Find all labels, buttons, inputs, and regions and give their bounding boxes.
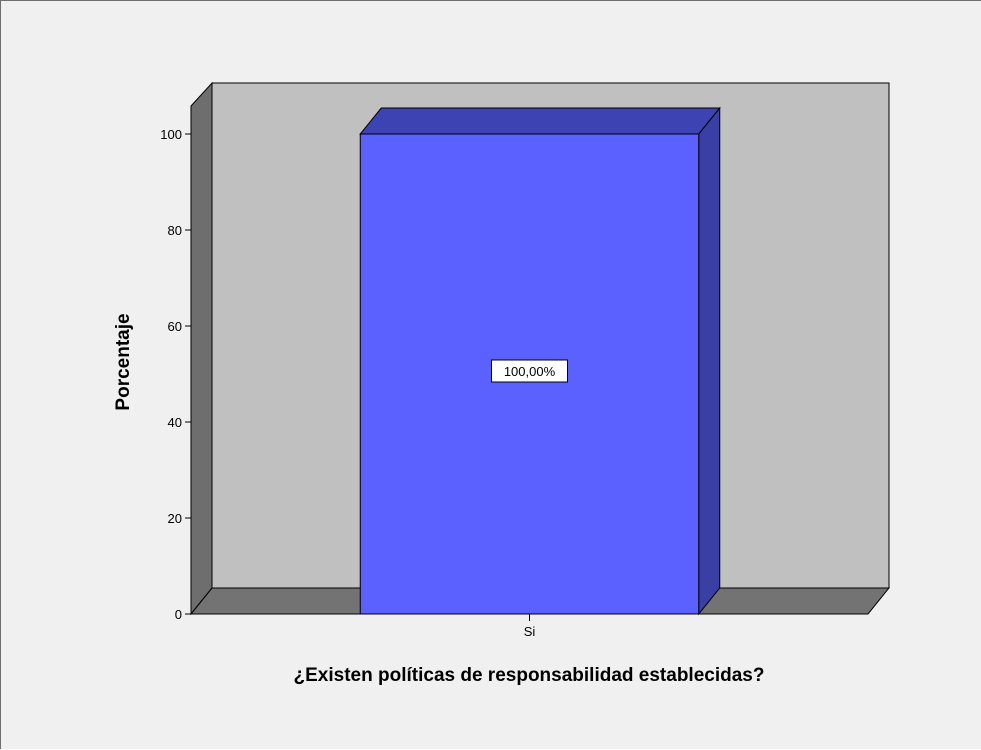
x-axis-title: ¿Existen políticas de responsabilidad es… (294, 665, 765, 686)
bar-top (359, 107, 721, 135)
y-axis-ticks: 0 20 40 60 80 100 (160, 127, 191, 622)
y-tick-label: 100 (160, 127, 182, 142)
y-tick-label: 60 (168, 319, 182, 334)
y-tick-label: 20 (168, 511, 182, 526)
y-tick-label: 40 (168, 415, 182, 430)
data-label: 100,00% (504, 364, 556, 379)
side-wall (190, 81, 213, 616)
bars: 100,00% (359, 106, 721, 616)
x-tick-label: Si (524, 624, 536, 639)
x-axis-ticks: Si (524, 614, 536, 639)
y-tick-label: 0 (175, 607, 182, 622)
y-tick-label: 80 (168, 223, 182, 238)
y-axis-title: Porcentaje (113, 313, 134, 410)
bar-side (698, 106, 721, 616)
data-label-box (491, 359, 568, 383)
